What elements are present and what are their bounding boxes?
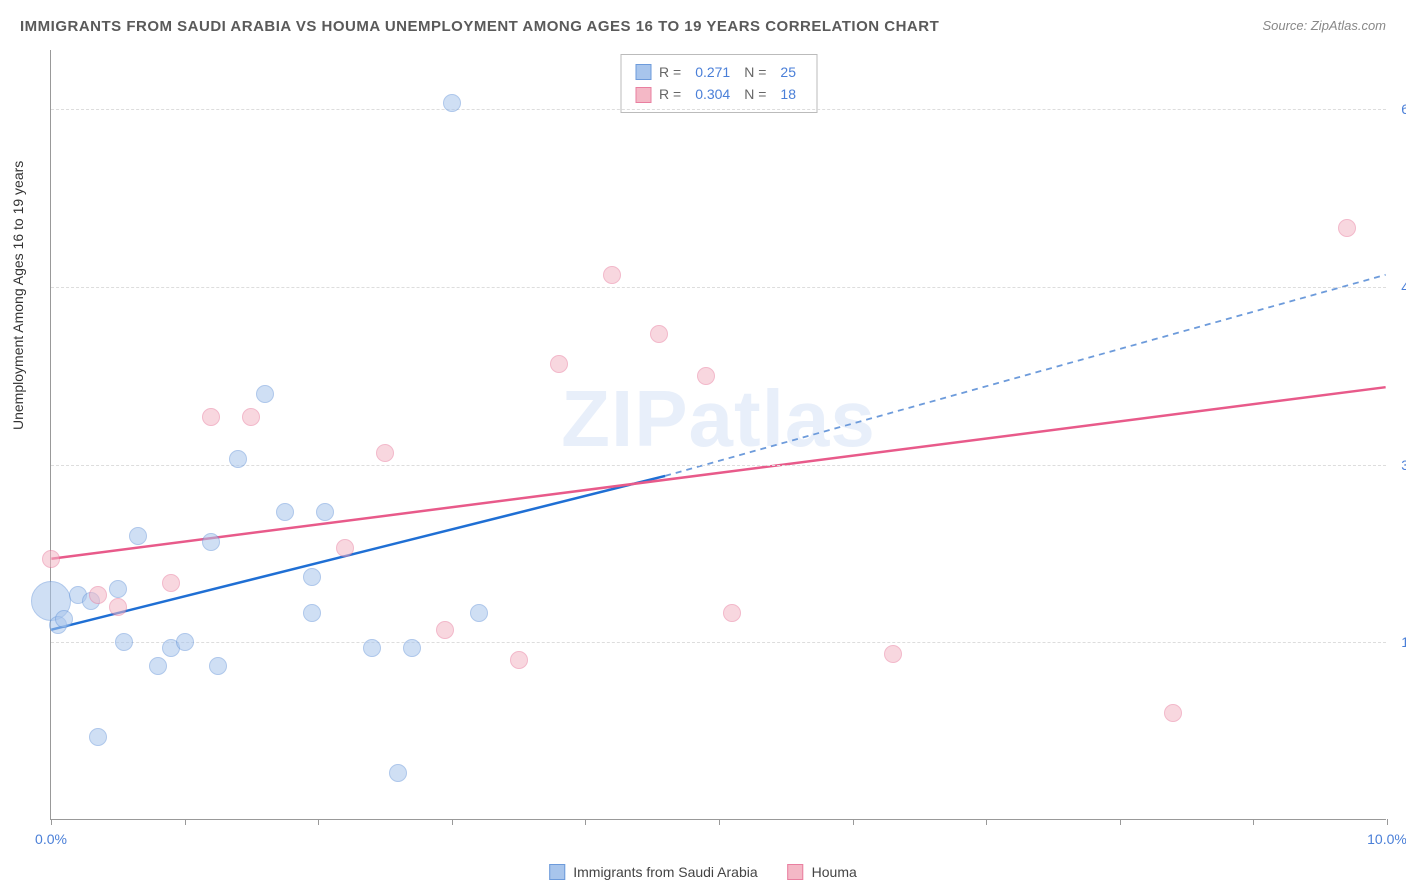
legend-r-label: R =: [659, 83, 681, 105]
data-point-houma: [697, 367, 715, 385]
data-point-saudi: [316, 503, 334, 521]
y-tick-label: 30.0%: [1401, 457, 1406, 473]
legend-n-label: N =: [744, 83, 766, 105]
chart-plot-area: ZIPatlas R = 0.271 N = 25 R = 0.304 N = …: [50, 50, 1386, 820]
legend-item: Immigrants from Saudi Arabia: [549, 864, 757, 880]
x-tick: [51, 819, 52, 825]
data-point-saudi: [129, 527, 147, 545]
data-point-houma: [162, 574, 180, 592]
data-point-houma: [884, 645, 902, 663]
x-tick: [1120, 819, 1121, 825]
data-point-saudi: [55, 610, 73, 628]
x-tick: [719, 819, 720, 825]
grid-line: [51, 287, 1386, 288]
data-point-houma: [550, 355, 568, 373]
grid-line: [51, 642, 1386, 643]
legend-series-label: Immigrants from Saudi Arabia: [573, 864, 757, 880]
x-tick-label: 0.0%: [35, 831, 67, 847]
data-point-houma: [202, 408, 220, 426]
legend-row: R = 0.271 N = 25: [635, 61, 802, 83]
correlation-legend: R = 0.271 N = 25 R = 0.304 N = 18: [620, 54, 817, 113]
data-point-houma: [89, 586, 107, 604]
data-point-houma: [42, 550, 60, 568]
data-point-saudi: [202, 533, 220, 551]
data-point-saudi: [256, 385, 274, 403]
data-point-saudi: [149, 657, 167, 675]
x-tick: [853, 819, 854, 825]
data-point-saudi: [470, 604, 488, 622]
source-label: Source: ZipAtlas.com: [1262, 18, 1386, 33]
legend-swatch: [635, 87, 651, 103]
legend-n-value: 18: [780, 83, 796, 105]
data-point-saudi: [303, 604, 321, 622]
legend-n-label: N =: [744, 61, 766, 83]
data-point-saudi: [115, 633, 133, 651]
legend-row: R = 0.304 N = 18: [635, 83, 802, 105]
x-tick: [185, 819, 186, 825]
x-tick-label: 10.0%: [1367, 831, 1406, 847]
data-point-houma: [603, 266, 621, 284]
data-point-saudi: [176, 633, 194, 651]
legend-n-value: 25: [780, 61, 796, 83]
data-point-saudi: [389, 764, 407, 782]
grid-line: [51, 109, 1386, 110]
series-legend: Immigrants from Saudi Arabia Houma: [549, 864, 857, 880]
y-axis-label: Unemployment Among Ages 16 to 19 years: [10, 161, 26, 430]
watermark-text: ZIPatlas: [561, 373, 876, 465]
data-point-saudi: [89, 728, 107, 746]
legend-r-value: 0.304: [695, 83, 730, 105]
x-tick: [585, 819, 586, 825]
x-tick: [318, 819, 319, 825]
y-tick-label: 60.0%: [1401, 101, 1406, 117]
data-point-saudi: [303, 568, 321, 586]
legend-swatch: [549, 864, 565, 880]
data-point-houma: [242, 408, 260, 426]
y-tick-label: 15.0%: [1401, 634, 1406, 650]
data-point-saudi: [276, 503, 294, 521]
grid-line: [51, 465, 1386, 466]
data-point-saudi: [209, 657, 227, 675]
data-point-saudi: [229, 450, 247, 468]
legend-swatch: [635, 64, 651, 80]
legend-r-value: 0.271: [695, 61, 730, 83]
trend-lines-layer: [51, 50, 1386, 819]
data-point-houma: [436, 621, 454, 639]
data-point-houma: [723, 604, 741, 622]
legend-series-label: Houma: [812, 864, 857, 880]
legend-item: Houma: [788, 864, 857, 880]
data-point-houma: [109, 598, 127, 616]
legend-swatch: [788, 864, 804, 880]
chart-title: IMMIGRANTS FROM SAUDI ARABIA VS HOUMA UN…: [20, 18, 939, 35]
data-point-houma: [1338, 219, 1356, 237]
data-point-houma: [1164, 704, 1182, 722]
data-point-houma: [336, 539, 354, 557]
y-tick-label: 45.0%: [1401, 279, 1406, 295]
legend-r-label: R =: [659, 61, 681, 83]
data-point-houma: [650, 325, 668, 343]
x-tick: [986, 819, 987, 825]
x-tick: [1253, 819, 1254, 825]
data-point-saudi: [109, 580, 127, 598]
data-point-saudi: [363, 639, 381, 657]
data-point-saudi: [443, 94, 461, 112]
data-point-houma: [510, 651, 528, 669]
data-point-houma: [376, 444, 394, 462]
x-tick: [1387, 819, 1388, 825]
x-tick: [452, 819, 453, 825]
data-point-saudi: [403, 639, 421, 657]
